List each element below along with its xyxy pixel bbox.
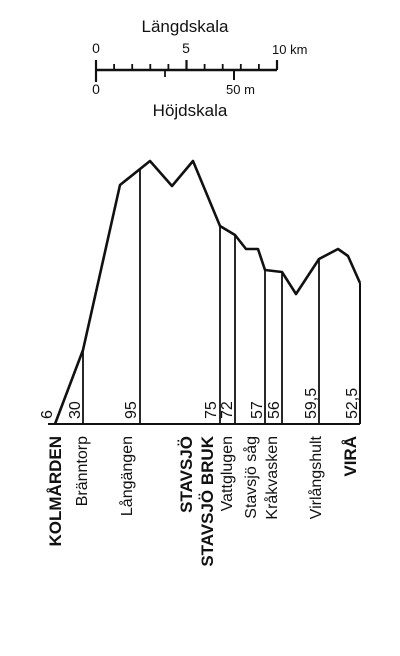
elevation-vattglugen: 72 [219, 401, 236, 419]
station-name-langangen: Långängen [118, 436, 136, 516]
station-name-stavsjosag: Stavsjö såg [242, 436, 260, 519]
elevation-krakvasken: 56 [266, 401, 283, 419]
height-scale-tick-0: 0 [92, 81, 100, 97]
profile [48, 159, 362, 425]
elevation-stavsjobruk: 75 [203, 401, 220, 419]
height-scale-tick-50: 50 m [226, 82, 255, 97]
station-name-stavsjo: STAVSJÖ [177, 436, 196, 513]
elevation-langangen: 95 [123, 401, 140, 419]
station-names: KOLMÅRDEN Bränntorp Långängen STAVSJÖ ST… [46, 435, 360, 566]
station-name-virlangshult: Virlångshult [307, 435, 325, 519]
length-scale-tick-5: 5 [182, 40, 190, 56]
station-name-krakvasken: Kråkvasken [263, 436, 281, 520]
station-name-stavsjobruk: STAVSJÖ BRUK [198, 435, 217, 566]
profile-line [53, 159, 362, 425]
elevation-vira: 52,5 [344, 388, 361, 419]
scale-bar [94, 60, 279, 82]
length-scale: Längdskala 0 5 10 km [92, 17, 307, 82]
length-scale-tick-0: 0 [92, 40, 100, 56]
elevation-branntorp: 30 [67, 401, 84, 419]
length-scale-title: Längdskala [142, 17, 230, 36]
station-name-branntorp: Bränntorp [74, 436, 91, 506]
station-lines [82, 169, 320, 424]
elevation-labels: 6 30 95 75 72 57 56 59,5 52,5 [39, 388, 361, 419]
length-scale-tick-10: 10 km [272, 42, 307, 57]
height-scale: 0 50 m Höjdskala [92, 81, 255, 120]
elevation-stavsjosag: 57 [249, 401, 266, 419]
elevation-kolmarden: 6 [39, 410, 56, 419]
station-name-vira: VIRÅ [341, 436, 360, 477]
height-scale-title: Höjdskala [153, 101, 228, 120]
station-name-kolmarden: KOLMÅRDEN [46, 436, 65, 547]
station-name-vattglugen: Vattglugen [219, 436, 236, 511]
elevation-virlangshult: 59,5 [303, 388, 320, 419]
